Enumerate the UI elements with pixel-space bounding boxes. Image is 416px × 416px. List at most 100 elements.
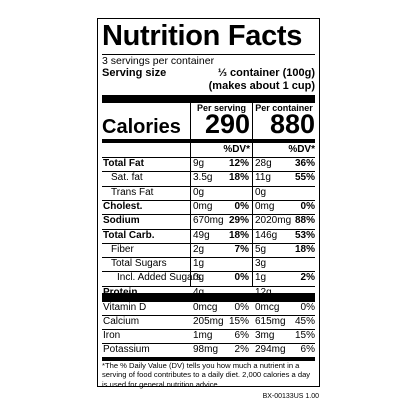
- daily-value: 7%: [234, 243, 249, 255]
- amount: 146g: [255, 229, 278, 241]
- label-code: BX-00133US 1.00: [262, 393, 319, 400]
- column-divider: [252, 103, 253, 286]
- amount: 3mg: [255, 330, 275, 341]
- daily-value: 6%: [300, 344, 315, 355]
- amount: 5g: [255, 243, 267, 255]
- amount: 12g: [255, 286, 272, 298]
- row-rule: [102, 271, 315, 273]
- nutrient-name: Sat. fat: [111, 172, 143, 184]
- amount: 615mg: [255, 316, 286, 327]
- row-rule: [102, 343, 315, 344]
- amount: 0g: [193, 186, 205, 198]
- daily-value: 29%: [228, 215, 249, 227]
- calories-label: Calories: [102, 116, 181, 138]
- daily-value: 18%: [228, 229, 249, 241]
- nutrient-name: Vitamin D: [103, 302, 147, 313]
- thick-rule: [102, 95, 315, 103]
- daily-value: 0%: [234, 200, 249, 212]
- nutrient-name: Total Sugars: [111, 258, 167, 270]
- amount: 28g: [255, 158, 272, 169]
- amount: 2g: [193, 243, 205, 255]
- daily-value: 55%: [294, 172, 315, 184]
- title: Nutrition Facts: [102, 20, 303, 52]
- daily-value: 0%: [234, 302, 249, 313]
- daily-value: 0%: [234, 272, 249, 284]
- amount: 1g: [255, 272, 267, 284]
- nutrient-name: Sodium: [103, 215, 140, 227]
- amount: 0mg: [255, 200, 275, 212]
- daily-value: 88%: [294, 215, 315, 227]
- daily-value: 2%: [300, 272, 315, 284]
- amount: 2020mg: [255, 215, 292, 227]
- row-rule: [102, 171, 315, 173]
- daily-value: 0%: [300, 302, 315, 313]
- rule: [102, 54, 315, 55]
- amount: 0g: [193, 272, 205, 284]
- nutrient-name: Trans Fat: [111, 186, 154, 198]
- row-rule: [102, 242, 315, 244]
- label-box: [97, 18, 320, 387]
- daily-value: 45%: [294, 316, 315, 327]
- amount: 1mg: [193, 330, 213, 341]
- nutrient-name: Protein: [103, 286, 138, 298]
- amount: 1g: [193, 258, 205, 270]
- amount: 3.5g: [193, 172, 213, 184]
- serving-size-value: ⅓ container (100g): [217, 67, 315, 79]
- nutrient-name: Calcium: [103, 316, 140, 327]
- medium-rule: [102, 139, 315, 143]
- amount: 11g: [255, 172, 271, 184]
- footnote: *The % Daily Value (DV) tells you how mu…: [102, 361, 311, 389]
- daily-value: 6%: [234, 330, 249, 341]
- row-rule: [102, 199, 315, 201]
- daily-value: 0%: [300, 200, 315, 212]
- amount: 0mcg: [193, 302, 218, 313]
- daily-value: 36%: [294, 158, 315, 169]
- nutrient-name: Fiber: [111, 243, 134, 255]
- serving-size-label: Serving size: [102, 67, 167, 79]
- amount: 49g: [193, 229, 210, 241]
- serving-size-note: (makes about 1 cup): [208, 80, 315, 92]
- amount: 9g: [193, 158, 205, 169]
- amount: 294mg: [255, 344, 286, 355]
- calories-value: 290: [204, 109, 250, 139]
- amount: 3g: [255, 258, 267, 270]
- nutrient-name: Incl. Added Sugars: [117, 272, 201, 284]
- dv-header: %DV*: [288, 144, 315, 155]
- row-rule: [102, 185, 315, 187]
- row-rule: [102, 329, 315, 330]
- row-rule: [102, 315, 315, 316]
- amount: 4g: [193, 286, 205, 298]
- thick-rule: [102, 293, 315, 301]
- amount: 205mg: [193, 316, 224, 327]
- amount: 0mcg: [255, 302, 280, 313]
- medium-rule: [102, 357, 315, 361]
- amount: 0mg: [193, 200, 213, 212]
- daily-value: 15%: [294, 330, 315, 341]
- dv-header: %DV*: [223, 144, 250, 155]
- column-divider: [190, 103, 191, 286]
- calories-value: 880: [269, 109, 315, 139]
- nutrient-name: Iron: [103, 330, 121, 341]
- column-header: Per container: [255, 103, 313, 113]
- amount: 0g: [255, 186, 267, 198]
- daily-value: 15%: [228, 316, 249, 327]
- daily-value: 18%: [294, 243, 315, 255]
- amount: 670mg: [193, 215, 224, 227]
- column-header: Per serving: [196, 103, 247, 113]
- row-rule: [102, 285, 315, 287]
- row-rule: [102, 257, 315, 259]
- nutrient-name: Total Fat: [103, 158, 144, 169]
- daily-value: 53%: [294, 229, 315, 241]
- row-rule: [102, 228, 315, 230]
- daily-value: 2%: [234, 344, 249, 355]
- nutrient-name: Cholest.: [103, 200, 143, 212]
- nutrient-name: Potassium: [103, 344, 150, 355]
- amount: 98mg: [193, 344, 219, 355]
- servings: 3 servings per container: [102, 55, 215, 67]
- row-rule: [102, 214, 315, 216]
- row-rule: [102, 157, 315, 158]
- daily-value: 12%: [228, 158, 249, 169]
- row-rule: [102, 301, 315, 302]
- daily-value: 18%: [228, 172, 249, 184]
